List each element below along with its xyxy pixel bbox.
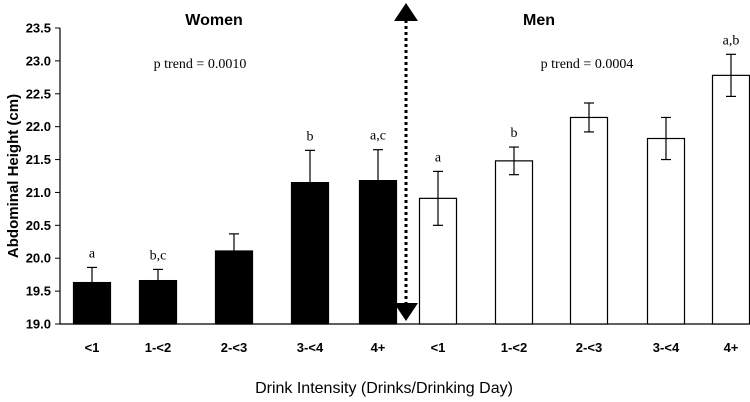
x-tick-label: <1 [85, 340, 100, 355]
y-tick-label: 19.5 [26, 284, 51, 299]
y-tick-label: 21.0 [26, 185, 51, 200]
x-tick-label: 4+ [724, 340, 739, 355]
y-tick-label: 23.0 [26, 53, 51, 68]
divider-arrow [394, 3, 418, 321]
significance-label: b [307, 129, 314, 144]
p-trend-women: p trend = 0.0010 [154, 57, 247, 72]
x-tick-label: 2-<3 [576, 340, 602, 355]
y-tick-label: 21.5 [26, 152, 51, 167]
x-tick-label: 1-<2 [501, 340, 527, 355]
significance-label: a [89, 246, 96, 261]
x-axis-label: Drink Intensity (Drinks/Drinking Day) [255, 380, 513, 397]
significance-label: a,b [723, 33, 740, 48]
significance-label: b,c [150, 248, 167, 263]
x-tick-label: 4+ [371, 340, 386, 355]
x-tick-label: 3-<4 [297, 340, 324, 355]
y-tick-label: 22.0 [26, 119, 51, 134]
group-title-women: Women [185, 12, 242, 29]
arrow-up-icon [394, 3, 418, 21]
significance-label: b [511, 126, 518, 141]
bar-men-3 [569, 116, 609, 325]
y-axis-label: Abdominal Height (cm) [5, 94, 22, 258]
bar-men-2 [494, 160, 534, 325]
significance-label: a,c [370, 129, 386, 144]
arrow-down-icon [394, 303, 418, 321]
p-trend-men: p trend = 0.0004 [541, 57, 634, 72]
group-title-men: Men [523, 12, 555, 29]
y-tick-label: 20.5 [26, 218, 51, 233]
y-tick-label: 19.0 [26, 317, 51, 332]
x-tick-label: 1-<2 [145, 340, 171, 355]
x-tick-label: <1 [431, 340, 446, 355]
y-tick-label: 22.5 [26, 86, 51, 101]
y-tick-label: 23.5 [26, 21, 51, 36]
x-tick-label: 3-<4 [653, 340, 680, 355]
y-tick-label: 20.0 [26, 251, 51, 266]
bar-men-4 [646, 137, 686, 325]
bar-men-5 [711, 74, 750, 325]
significance-label: a [435, 150, 442, 165]
x-tick-label: 2-<3 [221, 340, 247, 355]
